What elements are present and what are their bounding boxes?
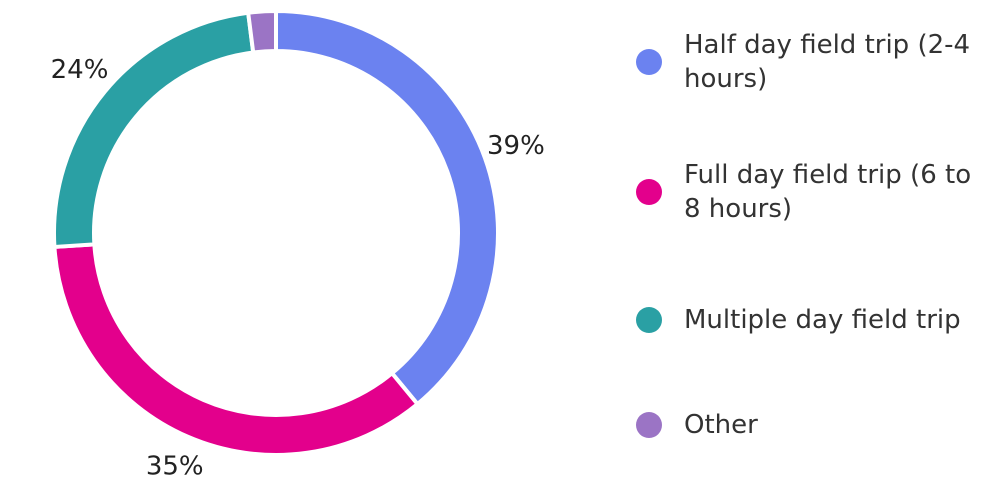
donut-slice	[52, 10, 256, 250]
legend-swatch	[636, 307, 662, 333]
donut: 39% 35% 24%	[50, 8, 545, 481]
legend-label: Full day field trip (6 to 8 hours)	[684, 160, 972, 224]
legend-swatch	[636, 49, 662, 75]
legend-item: Full day field trip (6 to 8 hours)	[636, 158, 984, 226]
data-label: 35%	[146, 452, 204, 481]
legend-label: Other	[684, 410, 758, 440]
donut-slice	[274, 8, 500, 407]
legend-item: Other	[636, 391, 984, 459]
data-label: 24%	[51, 55, 109, 85]
data-label: 39%	[487, 131, 545, 161]
legend-label: Half day field trip (2-4 hours)	[684, 30, 971, 94]
legend-item: Multiple day field trip	[636, 286, 984, 354]
donut-slice	[52, 242, 421, 457]
legend-label: Multiple day field trip	[684, 305, 961, 335]
legend-swatch	[636, 179, 662, 205]
legend-item: Half day field trip (2-4 hours)	[636, 28, 984, 96]
legend-swatch	[636, 412, 662, 438]
donut-slice	[245, 8, 278, 55]
